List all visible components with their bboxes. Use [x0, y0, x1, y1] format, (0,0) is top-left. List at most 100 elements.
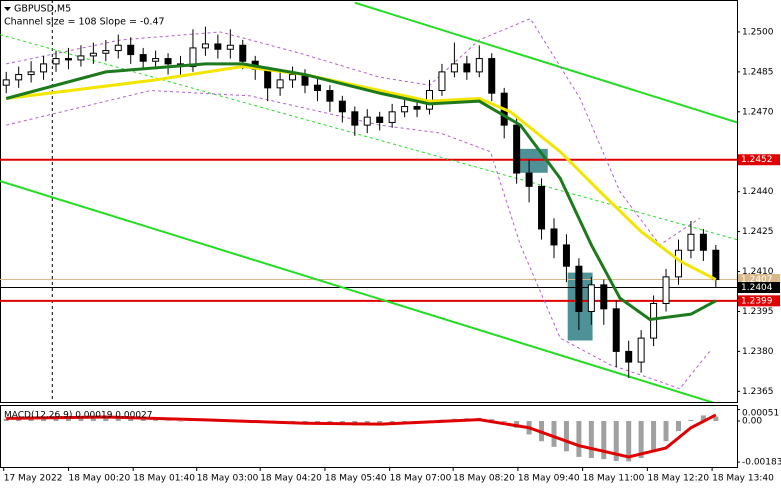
candle-body [488, 58, 496, 94]
candle-body [475, 58, 483, 73]
level-label-box [738, 154, 780, 166]
candle-body [52, 58, 60, 65]
y-tick-label: 1.2485 [742, 67, 774, 77]
candle-body [650, 302, 658, 339]
x-tick-label: 18 May 00:20 [68, 474, 130, 484]
candle-body [376, 116, 384, 123]
macd-bar [153, 420, 159, 422]
macd-bar [626, 421, 632, 462]
candle-body [2, 79, 10, 86]
candle-body [662, 276, 670, 304]
candle-body [77, 55, 85, 61]
candle-body [413, 105, 421, 110]
macd-signal [6, 413, 717, 459]
candle-body [674, 249, 682, 278]
y-tick-label: 1.2410 [742, 267, 774, 277]
macd-frame [0, 405, 738, 468]
candle-body [351, 111, 359, 126]
macd-y-tick-label: 0.00 [742, 417, 762, 427]
x-tick-label: 18 May 09:40 [518, 474, 580, 484]
level-label-box [738, 295, 780, 307]
macd-bar [165, 420, 171, 422]
candle-body [525, 172, 533, 187]
candle-body [289, 74, 297, 81]
macd-bar [551, 421, 557, 447]
candle-body [575, 265, 583, 312]
chart-title: GBPUSD,M5 [14, 4, 71, 15]
x-tick-label: 17 May 2022 [4, 474, 63, 484]
macd-bar [576, 421, 582, 457]
candle-body [625, 350, 633, 363]
y-tick-label: 1.2365 [742, 387, 774, 397]
candle-body [15, 74, 23, 81]
macd-bar [588, 421, 594, 459]
x-tick-label: 18 May 11:00 [583, 474, 645, 484]
y-tick-label: 1.2470 [742, 107, 774, 117]
y-tick-label: 1.2380 [742, 347, 774, 357]
candle-body [712, 249, 720, 281]
level-label-box [738, 282, 780, 294]
macd-panel [3, 413, 719, 462]
candle-body [612, 308, 620, 352]
level-label: 1.2404 [741, 283, 773, 293]
candle-body [687, 233, 695, 251]
candle-body [114, 44, 122, 52]
axes: 1.2500 1.2485 1.2470 1.2440 1.2425 1.2410 1.23… [3, 27, 781, 484]
macd-bar [501, 421, 507, 422]
x-tick-label: 18 May 13:40 [712, 474, 774, 484]
candle-body [226, 44, 234, 50]
y-tick-label: 1.2425 [742, 227, 774, 237]
x-tick-label: 18 May 05:40 [325, 474, 387, 484]
macd-bar [613, 421, 619, 461]
channel-line [354, 1, 737, 124]
envelope-line [6, 90, 711, 390]
macd-bar [651, 421, 657, 451]
x-tick-label: 18 May 03:00 [197, 474, 259, 484]
candle-body [201, 43, 209, 49]
candle-body [637, 337, 645, 363]
candle-body [326, 90, 334, 102]
macd-bar [688, 419, 694, 422]
macd-bar [128, 418, 134, 422]
macd-label: MACD(12,26,9) 0.00019 0.00027 [4, 411, 153, 421]
level-label: 1.2407 [741, 275, 773, 285]
x-tick-label: 18 May 08:20 [453, 474, 515, 484]
candle-body [438, 71, 446, 92]
level-label: 1.2399 [741, 296, 773, 306]
candle-body [164, 58, 172, 65]
candle-body [363, 116, 371, 126]
title-icon [4, 7, 11, 11]
y-tick-label: 1.2395 [742, 307, 774, 317]
macd-bar [700, 415, 706, 422]
candle-body [264, 68, 272, 89]
candle-body [127, 44, 135, 56]
candle-body [600, 284, 608, 310]
candle-body [513, 124, 521, 174]
channel-line [0, 34, 737, 241]
moving-average [5, 62, 717, 322]
channel-line [0, 180, 715, 402]
candle-body [550, 228, 558, 246]
candle-body [699, 233, 707, 251]
candle-body [562, 244, 570, 267]
macd-y-tick-label: 0.00051 [742, 409, 779, 419]
candle-body [463, 63, 471, 73]
candle-body [189, 47, 197, 68]
macd-bar [178, 421, 184, 422]
x-tick-label: 18 May 12:20 [647, 474, 709, 484]
candle-body [450, 63, 458, 73]
macd-bar [3, 418, 9, 422]
macd-bar [713, 416, 719, 422]
x-tick-label: 18 May 01:40 [133, 474, 195, 484]
candle-body [276, 79, 284, 89]
signal-zone [515, 148, 548, 173]
candle-body [538, 185, 546, 230]
macd-bar [489, 419, 495, 422]
price-panel [0, 0, 737, 402]
macd-bar [638, 421, 644, 459]
candle-body [388, 111, 396, 123]
macd-bar [90, 416, 96, 422]
candle-body [102, 50, 110, 54]
macd-bar [140, 419, 146, 422]
y-tick-label: 1.2440 [742, 187, 774, 197]
